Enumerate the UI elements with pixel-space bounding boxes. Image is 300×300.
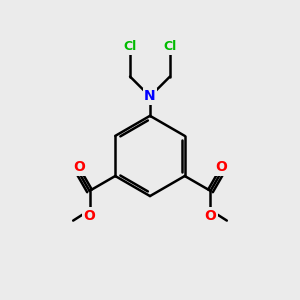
Text: O: O <box>215 160 227 175</box>
Text: O: O <box>205 208 216 223</box>
Text: Cl: Cl <box>163 40 177 53</box>
Text: N: N <box>144 89 156 103</box>
Text: Cl: Cl <box>123 40 137 53</box>
Text: O: O <box>84 208 95 223</box>
Text: O: O <box>73 160 85 175</box>
